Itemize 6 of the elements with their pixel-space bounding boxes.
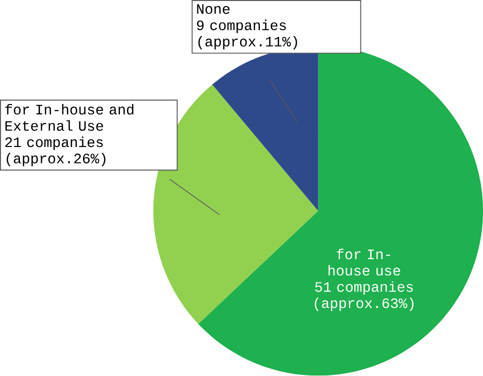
slice-label: None [197,4,230,14]
data-label: 9 companies (approx.11%) [196,20,298,50]
slice-label: for In-house and External Use [5,104,134,131]
slice-label: for In-house use [328,248,400,276]
data-label: 21 companies (approx.26%) [5,136,106,166]
data-label: 51 companies (approx.63%) [314,281,414,312]
